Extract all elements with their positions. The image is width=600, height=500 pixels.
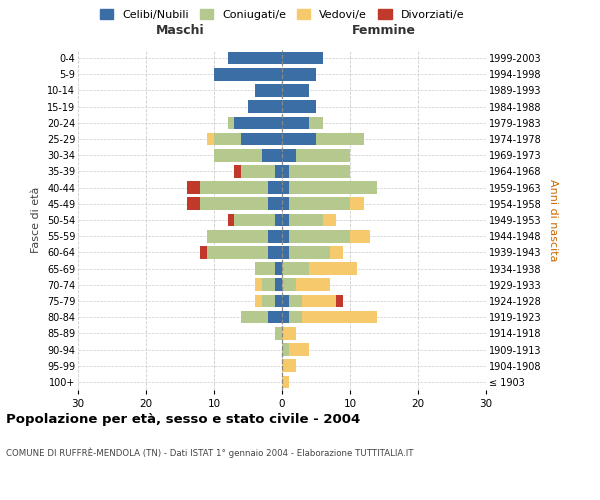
- Bar: [200, 182, 268, 194]
- Bar: [235, 116, 282, 129]
- Bar: [268, 246, 282, 258]
- Bar: [262, 149, 282, 162]
- Bar: [309, 262, 357, 275]
- Text: Popolazione per età, sesso e stato civile - 2004: Popolazione per età, sesso e stato civil…: [6, 412, 360, 426]
- Bar: [282, 84, 309, 97]
- Bar: [268, 198, 282, 210]
- Bar: [282, 182, 289, 194]
- Bar: [187, 198, 200, 210]
- Bar: [227, 52, 282, 64]
- Bar: [282, 100, 316, 113]
- Bar: [282, 132, 316, 145]
- Bar: [302, 294, 337, 308]
- Bar: [282, 360, 296, 372]
- Bar: [262, 278, 275, 291]
- Bar: [214, 149, 262, 162]
- Bar: [289, 311, 302, 324]
- Bar: [282, 230, 289, 242]
- Bar: [207, 132, 214, 145]
- Bar: [275, 165, 282, 177]
- Bar: [275, 214, 282, 226]
- Bar: [275, 262, 282, 275]
- Legend: Celibi/Nubili, Coniugati/e, Vedovi/e, Divorziati/e: Celibi/Nubili, Coniugati/e, Vedovi/e, Di…: [95, 4, 469, 24]
- Bar: [241, 132, 282, 145]
- Bar: [241, 311, 268, 324]
- Bar: [227, 116, 235, 129]
- Bar: [282, 116, 309, 129]
- Bar: [275, 327, 282, 340]
- Bar: [282, 343, 289, 356]
- Bar: [207, 246, 268, 258]
- Bar: [309, 116, 323, 129]
- Bar: [255, 294, 262, 308]
- Bar: [323, 214, 337, 226]
- Bar: [241, 165, 275, 177]
- Bar: [268, 182, 282, 194]
- Bar: [337, 294, 343, 308]
- Bar: [200, 246, 207, 258]
- Bar: [255, 84, 282, 97]
- Bar: [282, 198, 289, 210]
- Bar: [200, 198, 268, 210]
- Bar: [235, 214, 275, 226]
- Bar: [282, 376, 289, 388]
- Bar: [282, 246, 289, 258]
- Bar: [350, 230, 370, 242]
- Bar: [275, 278, 282, 291]
- Bar: [235, 165, 241, 177]
- Bar: [248, 100, 282, 113]
- Bar: [268, 230, 282, 242]
- Bar: [282, 278, 296, 291]
- Bar: [268, 311, 282, 324]
- Bar: [296, 149, 350, 162]
- Bar: [282, 262, 309, 275]
- Bar: [282, 52, 323, 64]
- Bar: [255, 262, 275, 275]
- Bar: [289, 294, 302, 308]
- Bar: [289, 343, 309, 356]
- Bar: [227, 214, 235, 226]
- Bar: [187, 182, 200, 194]
- Y-axis label: Anni di nascita: Anni di nascita: [548, 179, 558, 261]
- Text: Maschi: Maschi: [155, 24, 205, 37]
- Bar: [214, 132, 241, 145]
- Bar: [316, 132, 364, 145]
- Bar: [282, 165, 289, 177]
- Bar: [282, 214, 289, 226]
- Bar: [329, 246, 343, 258]
- Bar: [289, 165, 350, 177]
- Bar: [289, 230, 350, 242]
- Bar: [289, 198, 350, 210]
- Bar: [289, 246, 329, 258]
- Bar: [350, 198, 364, 210]
- Bar: [282, 294, 289, 308]
- Bar: [289, 214, 323, 226]
- Y-axis label: Fasce di età: Fasce di età: [31, 187, 41, 253]
- Bar: [289, 182, 377, 194]
- Bar: [296, 278, 329, 291]
- Bar: [282, 311, 289, 324]
- Bar: [282, 327, 296, 340]
- Bar: [282, 149, 296, 162]
- Bar: [255, 278, 262, 291]
- Bar: [302, 311, 377, 324]
- Bar: [262, 294, 275, 308]
- Bar: [275, 294, 282, 308]
- Bar: [282, 68, 316, 80]
- Text: COMUNE DI RUFFRÈ-MENDOLA (TN) - Dati ISTAT 1° gennaio 2004 - Elaborazione TUTTIT: COMUNE DI RUFFRÈ-MENDOLA (TN) - Dati IST…: [6, 448, 413, 458]
- Bar: [207, 230, 268, 242]
- Text: Femmine: Femmine: [352, 24, 416, 37]
- Bar: [214, 68, 282, 80]
